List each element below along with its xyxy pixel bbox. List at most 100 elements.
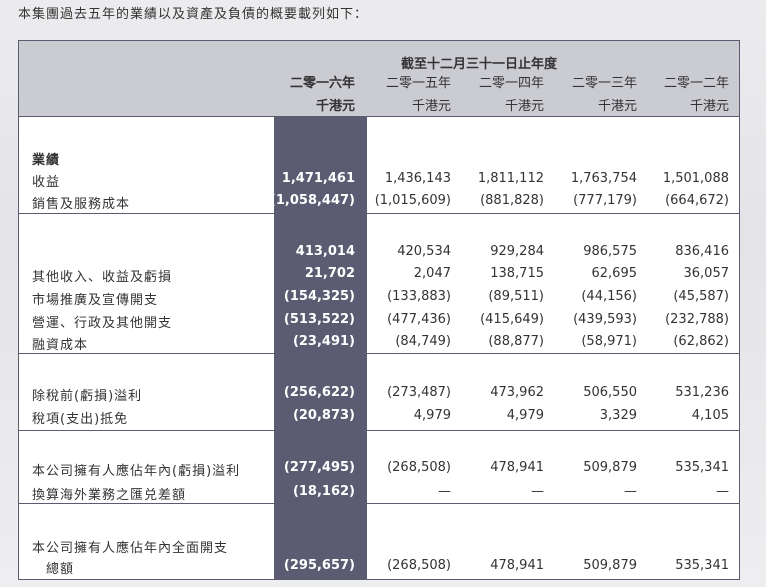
year-header: 二零一六年	[289, 76, 355, 91]
value-cell: 478,941	[490, 558, 544, 573]
value-cell: (268,508)	[387, 460, 451, 475]
value-cell: (439,593)	[573, 312, 637, 327]
section-divider	[19, 213, 739, 214]
table-row: 換算海外業務之匯兑差額 (18,162) — — — —	[19, 484, 739, 504]
year-header: 二零一三年	[571, 76, 637, 91]
table-row: 融資成本 (23,491) (84,749) (88,877) (58,971) (62,…	[19, 334, 739, 354]
value-cell: 509,879	[583, 460, 637, 475]
value-cell: (44,156)	[581, 289, 637, 304]
value-cell: 36,057	[683, 266, 730, 281]
value-cell: 506,550	[583, 385, 637, 400]
row-label: 融資成本	[32, 338, 89, 353]
year-header: 二零一五年	[385, 76, 451, 91]
value-cell: 4,979	[413, 408, 451, 423]
value-cell: 986,575	[583, 244, 637, 259]
value-cell: —	[531, 484, 544, 499]
value-cell: (232,788)	[665, 312, 729, 327]
table-row: 本公司擁有人應佔年內全面開支	[19, 537, 739, 557]
table-row: 其他收入、收益及虧損 21,702 2,047 138,715 62,695 36,057	[19, 266, 739, 286]
value-cell: (62,862)	[673, 334, 729, 349]
value-cell: —	[624, 484, 637, 499]
value-cell: 535,341	[675, 460, 729, 475]
value-cell: 478,941	[490, 460, 544, 475]
value-cell: 413,014	[295, 244, 355, 259]
value-cell: (18,162)	[292, 484, 355, 499]
value-cell: (20,873)	[292, 408, 355, 423]
value-cell: 420,534	[397, 244, 451, 259]
value-cell: (88,877)	[488, 334, 544, 349]
value-cell: —	[716, 484, 729, 499]
table-row: 稅項(支出)抵免 (20,873) 4,979 4,979 3,329 4,105	[19, 408, 739, 428]
value-cell: (1,015,609)	[374, 193, 451, 208]
value-cell: 1,471,461	[281, 171, 355, 186]
value-cell: 929,284	[490, 244, 544, 259]
value-cell: 1,436,143	[384, 171, 451, 186]
value-cell: (89,511)	[488, 289, 544, 304]
value-cell: (777,179)	[573, 193, 637, 208]
table-row: 本公司擁有人應佔年內(虧損)溢利 (277,495) (268,508) 478,94…	[19, 460, 739, 480]
value-cell: 836,416	[675, 244, 729, 259]
row-label: 稅項(支出)抵免	[32, 412, 129, 427]
value-cell: (84,749)	[395, 334, 451, 349]
value-cell: 1,811,112	[477, 171, 544, 186]
unit-header: 千港元	[315, 99, 355, 114]
value-cell: 21,702	[304, 266, 355, 281]
value-cell: 138,715	[490, 266, 544, 281]
row-label: 業績	[32, 153, 61, 168]
value-cell: (133,883)	[387, 289, 451, 304]
row-label: 總額	[32, 562, 75, 577]
section-divider	[19, 353, 739, 354]
value-cell: (664,672)	[665, 193, 729, 208]
table-row: 413,014 420,534 929,284 986,575 836,416	[19, 244, 739, 264]
value-cell: 4,105	[691, 408, 729, 423]
value-cell: (45,587)	[673, 289, 729, 304]
unit-header: 千港元	[689, 99, 729, 114]
table-row: 業績	[19, 149, 739, 169]
value-cell: (277,495)	[283, 460, 355, 475]
table-row: 總額 (295,657) (268,508) 478,941 509,879 535,34…	[19, 558, 739, 578]
value-cell: (415,649)	[480, 312, 544, 327]
value-cell: (23,491)	[292, 334, 355, 349]
value-cell: 531,236	[675, 385, 729, 400]
value-cell: —	[438, 484, 451, 499]
value-cell: 509,879	[583, 558, 637, 573]
value-cell: (295,657)	[283, 558, 355, 573]
value-cell: 4,979	[506, 408, 544, 423]
row-label: 營運、行政及其他開支	[32, 316, 173, 331]
period-title: 截至十二月三十一日止年度	[400, 57, 557, 72]
table-row: 營運、行政及其他開支 (513,522) (477,436) (415,649) (43…	[19, 312, 739, 332]
unit-header: 千港元	[504, 99, 544, 114]
row-label: 換算海外業務之匯兑差額	[32, 488, 187, 503]
table-row: 收益 1,471,461 1,436,143 1,811,112 1,763,754 1,…	[19, 171, 739, 191]
unit-header: 千港元	[411, 99, 451, 114]
value-cell: 62,695	[591, 266, 638, 281]
row-label: 收益	[32, 175, 61, 190]
value-cell: (154,325)	[283, 289, 355, 304]
value-cell: (58,971)	[581, 334, 637, 349]
value-cell: 1,501,088	[662, 171, 729, 186]
table-row: 市場推廣及宣傳開支 (154,325) (133,883) (89,511) (44,1…	[19, 289, 739, 309]
value-cell: (273,487)	[387, 385, 451, 400]
financial-summary-table: 截至十二月三十一日止年度 二零一六年千港元 二零一五年千港元 二零一四年千港元 二零一…	[18, 40, 740, 580]
value-cell: 535,341	[675, 558, 729, 573]
table-header: 截至十二月三十一日止年度	[19, 41, 739, 117]
value-cell: (477,436)	[387, 312, 451, 327]
value-cell: 3,329	[599, 408, 637, 423]
value-cell: 473,962	[490, 385, 544, 400]
value-cell: (881,828)	[480, 193, 544, 208]
row-label: 其他收入、收益及虧損	[32, 270, 173, 285]
row-label: 本公司擁有人應佔年內全面開支	[32, 541, 229, 556]
value-cell: 2,047	[413, 266, 451, 281]
section-divider	[19, 430, 739, 431]
section-divider	[19, 503, 739, 504]
row-label: 除稅前(虧損)溢利	[32, 389, 143, 404]
current-year-highlight	[274, 116, 367, 579]
year-header: 二零一四年	[478, 76, 544, 91]
table-row: 銷售及服務成本 (1,058,447) (1,015,609) (881,828) (7…	[19, 193, 739, 213]
intro-text: 本集團過去五年的業績以及資產及負債的概要載列如下：	[18, 7, 369, 22]
value-cell: (1,058,447)	[269, 193, 355, 208]
value-cell: 1,763,754	[570, 171, 637, 186]
unit-header: 千港元	[597, 99, 637, 114]
table-row: 除稅前(虧損)溢利 (256,622) (273,487) 473,962 506,55…	[19, 385, 739, 405]
value-cell: (513,522)	[283, 312, 355, 327]
